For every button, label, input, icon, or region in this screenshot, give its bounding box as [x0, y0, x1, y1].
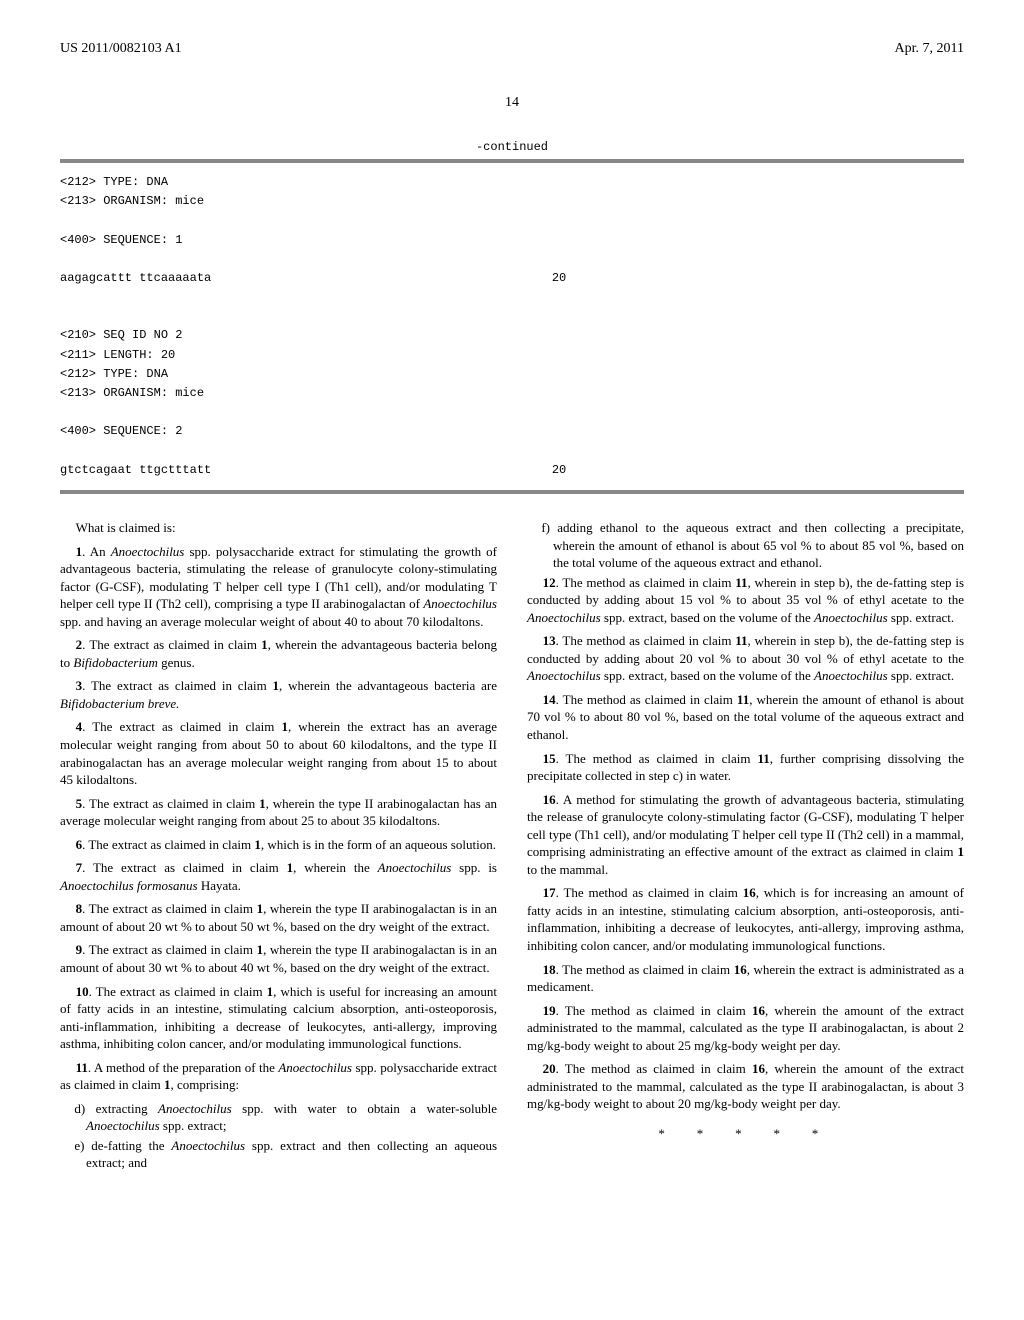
claim-9: 9. The extract as claimed in claim 1, wh…	[60, 941, 497, 976]
seq1-sequence: aagagcattt ttcaaaaata	[60, 269, 211, 288]
claim-11: 11. A method of the preparation of the A…	[60, 1059, 497, 1094]
seq1-length: 20	[552, 269, 566, 288]
seq2-length-line: <211> LENGTH: 20	[60, 346, 964, 365]
claim-15: 15. The method as claimed in claim 11, f…	[527, 750, 964, 785]
sequence-listing: <212> TYPE: DNA <213> ORGANISM: mice <40…	[60, 159, 964, 494]
document-header: US 2011/0082103 A1 Apr. 7, 2011	[60, 40, 964, 59]
claim-4: 4. The extract as claimed in claim 1, wh…	[60, 718, 497, 788]
page-number: 14	[60, 94, 964, 113]
claim-1: 1. An Anoectochilus spp. polysaccharide …	[60, 543, 497, 631]
seq2-organism: <213> ORGANISM: mice	[60, 384, 964, 403]
seq2-length: 20	[552, 461, 566, 480]
claim-11-step-f: f) adding ethanol to the aqueous extract…	[527, 519, 964, 572]
claim-2: 2. The extract as claimed in claim 1, wh…	[60, 636, 497, 671]
seq2-sequence: gtctcagaat ttgctttatt	[60, 461, 211, 480]
claim-8: 8. The extract as claimed in claim 1, wh…	[60, 900, 497, 935]
claim-14: 14. The method as claimed in claim 11, w…	[527, 691, 964, 744]
seq2-id: <210> SEQ ID NO 2	[60, 326, 964, 345]
claim-18: 18. The method as claimed in claim 16, w…	[527, 961, 964, 996]
seq1-type: <212> TYPE: DNA	[60, 173, 964, 192]
claim-13: 13. The method as claimed in claim 11, w…	[527, 632, 964, 685]
seq1-data: aagagcattt ttcaaaaata 20	[60, 269, 566, 288]
claim-11-step-e: e) de-fatting the Anoectochilus spp. ext…	[60, 1137, 497, 1172]
seq1-organism: <213> ORGANISM: mice	[60, 192, 964, 211]
publication-number: US 2011/0082103 A1	[60, 40, 182, 59]
claim-11-step-d: d) extracting Anoectochilus spp. with wa…	[60, 1100, 497, 1135]
claim-5: 5. The extract as claimed in claim 1, wh…	[60, 795, 497, 830]
end-of-document-marks: * * * * *	[527, 1125, 964, 1143]
claim-6: 6. The extract as claimed in claim 1, wh…	[60, 836, 497, 854]
claim-20: 20. The method as claimed in claim 16, w…	[527, 1060, 964, 1113]
seq2-type: <212> TYPE: DNA	[60, 365, 964, 384]
seq2-data: gtctcagaat ttgctttatt 20	[60, 461, 566, 480]
claim-7: 7. The extract as claimed in claim 1, wh…	[60, 859, 497, 894]
continued-label: -continued	[60, 139, 964, 155]
claim-17: 17. The method as claimed in claim 16, w…	[527, 884, 964, 954]
claim-10: 10. The extract as claimed in claim 1, w…	[60, 983, 497, 1053]
claim-12: 12. The method as claimed in claim 11, w…	[527, 574, 964, 627]
claim-16: 16. A method for stimulating the growth …	[527, 791, 964, 879]
claim-19: 19. The method as claimed in claim 16, w…	[527, 1002, 964, 1055]
seq1-header: <400> SEQUENCE: 1	[60, 231, 964, 250]
claim-3: 3. The extract as claimed in claim 1, wh…	[60, 677, 497, 712]
claims-intro: What is claimed is:	[60, 519, 497, 537]
seq2-header: <400> SEQUENCE: 2	[60, 422, 964, 441]
publication-date: Apr. 7, 2011	[895, 40, 964, 59]
claims-section: What is claimed is: 1. An Anoectochilus …	[60, 519, 964, 1172]
